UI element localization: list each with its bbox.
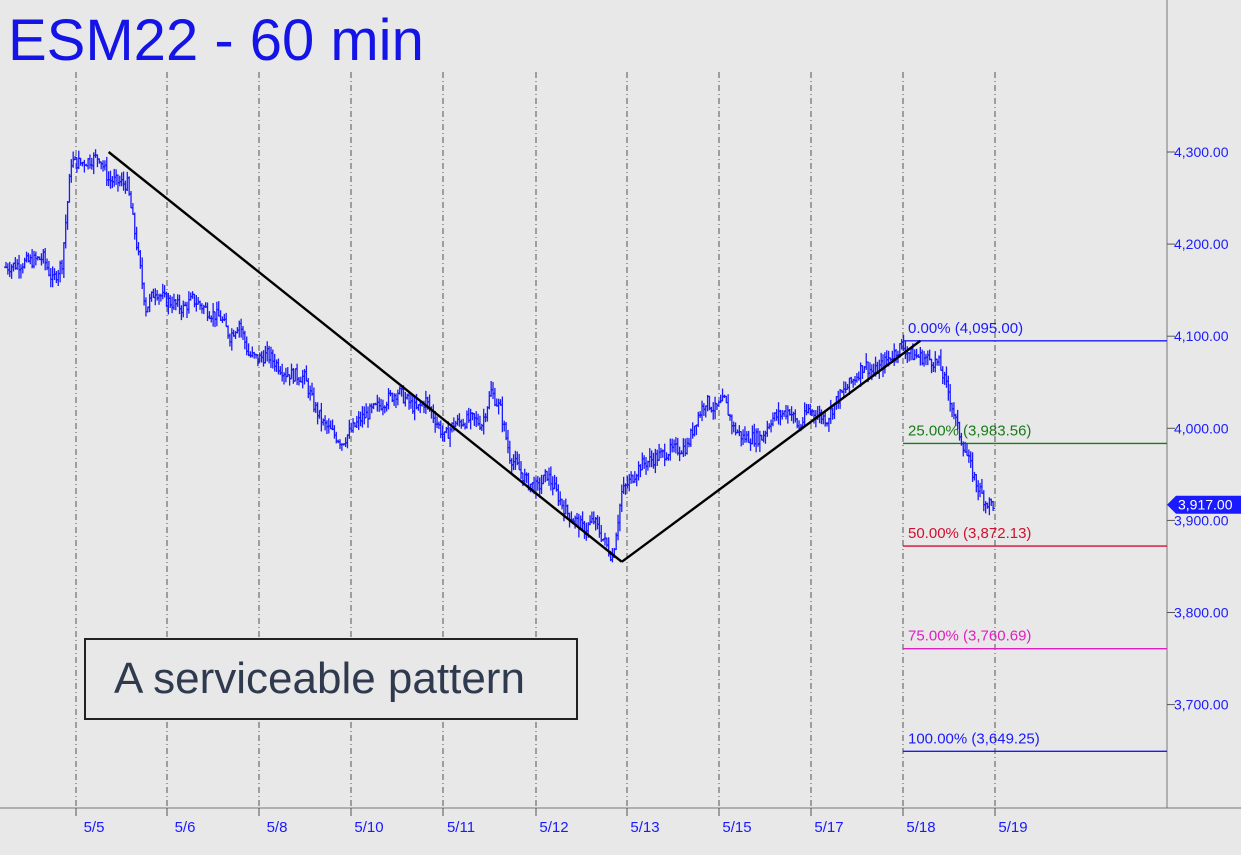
x-tick-label: 5/19 bbox=[998, 819, 1027, 836]
x-tick-label: 5/12 bbox=[539, 819, 568, 836]
y-tick-label: 4,000.00 bbox=[1174, 420, 1229, 436]
y-tick-label: 4,100.00 bbox=[1174, 328, 1229, 344]
fib-level-label: 100.00% (3,649.25) bbox=[908, 730, 1040, 747]
y-tick-label: 3,800.00 bbox=[1174, 605, 1229, 621]
pattern-line bbox=[621, 339, 922, 563]
chart-title: ESM22 - 60 min bbox=[8, 8, 424, 73]
last-price-label: 3,917.00 bbox=[1178, 497, 1233, 513]
annotation-box: A serviceable pattern bbox=[84, 638, 578, 720]
x-tick-label: 5/8 bbox=[267, 819, 288, 836]
annotation-text: A serviceable pattern bbox=[114, 654, 525, 703]
x-tick-label: 5/11 bbox=[447, 819, 475, 836]
x-tick-label: 5/17 bbox=[814, 819, 843, 836]
x-tick-label: 5/10 bbox=[354, 819, 383, 836]
pattern-line bbox=[107, 151, 623, 563]
y-tick-label: 4,300.00 bbox=[1174, 144, 1229, 160]
x-tick-label: 5/13 bbox=[630, 819, 659, 836]
fib-level-label: 25.00% (3,983.56) bbox=[908, 422, 1031, 439]
x-tick-label: 5/6 bbox=[175, 819, 196, 836]
x-tick-label: 5/5 bbox=[84, 819, 105, 836]
x-tick-label: 5/15 bbox=[722, 819, 751, 836]
last-price-marker bbox=[1167, 495, 1241, 514]
x-tick-label: 5/18 bbox=[906, 819, 935, 836]
fib-level-label: 50.00% (3,872.13) bbox=[908, 525, 1031, 542]
fib-level-label: 75.00% (3,760.69) bbox=[908, 628, 1031, 645]
y-tick-label: 4,200.00 bbox=[1174, 236, 1229, 252]
y-tick-label: 3,700.00 bbox=[1174, 697, 1229, 713]
fib-level-label: 0.00% (4,095.00) bbox=[908, 320, 1023, 337]
y-tick-label: 3,900.00 bbox=[1174, 512, 1229, 528]
